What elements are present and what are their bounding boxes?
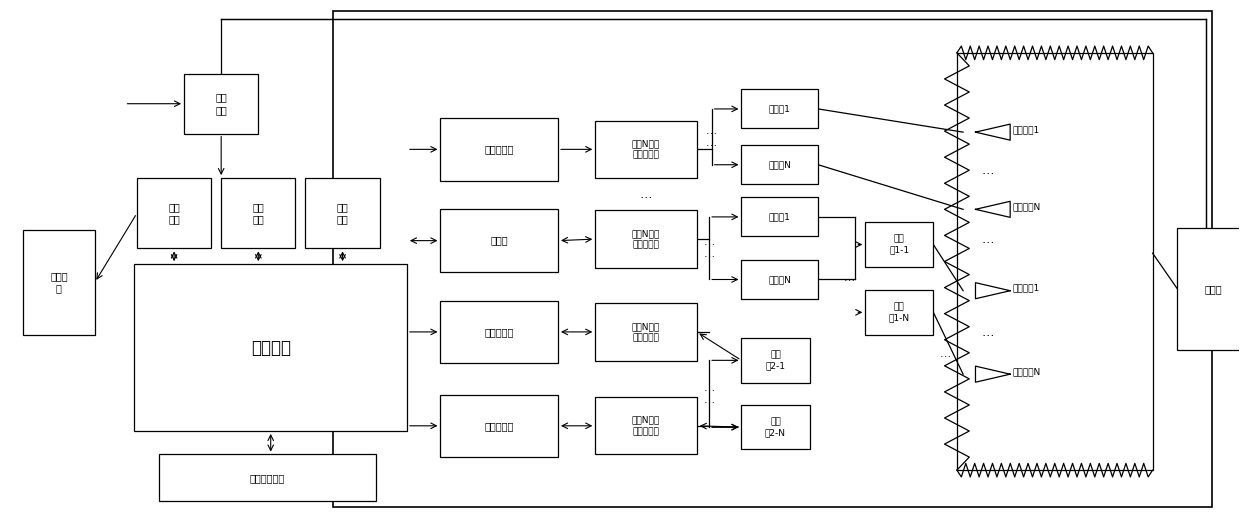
Text: 发射天线N: 发射天线N bbox=[1013, 202, 1040, 211]
Bar bbox=[305, 178, 379, 248]
Bar bbox=[1177, 228, 1240, 350]
Text: 功分
器1-N: 功分 器1-N bbox=[889, 302, 910, 322]
Text: …: … bbox=[982, 164, 994, 177]
Text: …: … bbox=[940, 349, 951, 359]
Text: 人机交互设备: 人机交互设备 bbox=[250, 473, 285, 483]
Bar bbox=[440, 301, 558, 363]
Bar bbox=[595, 210, 697, 268]
Bar bbox=[136, 178, 211, 248]
Bar bbox=[440, 394, 558, 457]
Bar bbox=[866, 222, 934, 267]
Text: 接收天线1: 接收天线1 bbox=[1013, 283, 1040, 292]
Text: 示波器: 示波器 bbox=[491, 236, 508, 246]
Text: 功分
器2-1: 功分 器2-1 bbox=[765, 350, 785, 370]
Text: …: … bbox=[982, 233, 994, 246]
Text: 微波信号源: 微波信号源 bbox=[485, 144, 513, 154]
Bar bbox=[221, 178, 295, 248]
Bar bbox=[24, 230, 94, 335]
Bar bbox=[332, 11, 1211, 507]
Bar bbox=[595, 121, 697, 178]
Bar bbox=[595, 397, 697, 454]
Text: 检波器1: 检波器1 bbox=[769, 212, 791, 221]
Bar bbox=[440, 209, 558, 272]
Text: 控制
模块: 控制 模块 bbox=[169, 202, 180, 224]
Bar bbox=[742, 338, 810, 382]
Text: 单刀N掷微
波电子开关: 单刀N掷微 波电子开关 bbox=[632, 322, 660, 342]
Text: 单刀N掷微
波电子开关: 单刀N掷微 波电子开关 bbox=[632, 416, 660, 436]
Text: 被测件: 被测件 bbox=[1204, 284, 1223, 294]
Text: 采集
模块: 采集 模块 bbox=[253, 202, 264, 224]
Text: 通信
模块: 通信 模块 bbox=[337, 202, 348, 224]
Text: 电源模
块: 电源模 块 bbox=[50, 271, 68, 293]
Bar bbox=[159, 454, 376, 502]
Text: 主控模块: 主控模块 bbox=[250, 338, 290, 357]
Bar bbox=[595, 303, 697, 360]
Text: …
…: … … bbox=[706, 126, 717, 147]
Bar bbox=[742, 145, 818, 184]
Text: 微波功率计: 微波功率计 bbox=[485, 421, 513, 431]
Text: …: … bbox=[640, 188, 652, 201]
Text: 传感
器组: 传感 器组 bbox=[216, 93, 227, 115]
Bar bbox=[440, 118, 558, 180]
Bar bbox=[742, 197, 818, 236]
Text: 单刀N掷微
波电子开关: 单刀N掷微 波电子开关 bbox=[632, 229, 660, 249]
Bar bbox=[866, 290, 934, 335]
Text: 单刀N掷微
波电子开关: 单刀N掷微 波电子开关 bbox=[632, 139, 660, 160]
Text: …: … bbox=[982, 326, 994, 339]
Bar bbox=[742, 260, 818, 299]
Text: 检波器N: 检波器N bbox=[769, 275, 791, 284]
Text: …
…: … … bbox=[703, 383, 714, 404]
Text: 功分
器2-N: 功分 器2-N bbox=[765, 417, 786, 437]
Text: 接收天线N: 接收天线N bbox=[1013, 367, 1040, 376]
Text: 隔离器N: 隔离器N bbox=[769, 160, 791, 169]
Bar bbox=[742, 405, 810, 449]
Bar bbox=[742, 89, 818, 129]
Bar bbox=[184, 74, 258, 134]
Text: 发射天线1: 发射天线1 bbox=[1013, 125, 1040, 134]
Text: …: … bbox=[843, 274, 854, 283]
Text: …
…: … … bbox=[703, 237, 714, 259]
Text: 隔离器1: 隔离器1 bbox=[769, 105, 791, 113]
Bar bbox=[134, 264, 407, 431]
Text: 功分
器1-1: 功分 器1-1 bbox=[889, 234, 909, 255]
Text: 频谱分析仪: 频谱分析仪 bbox=[485, 327, 513, 337]
Bar bbox=[957, 53, 1153, 470]
